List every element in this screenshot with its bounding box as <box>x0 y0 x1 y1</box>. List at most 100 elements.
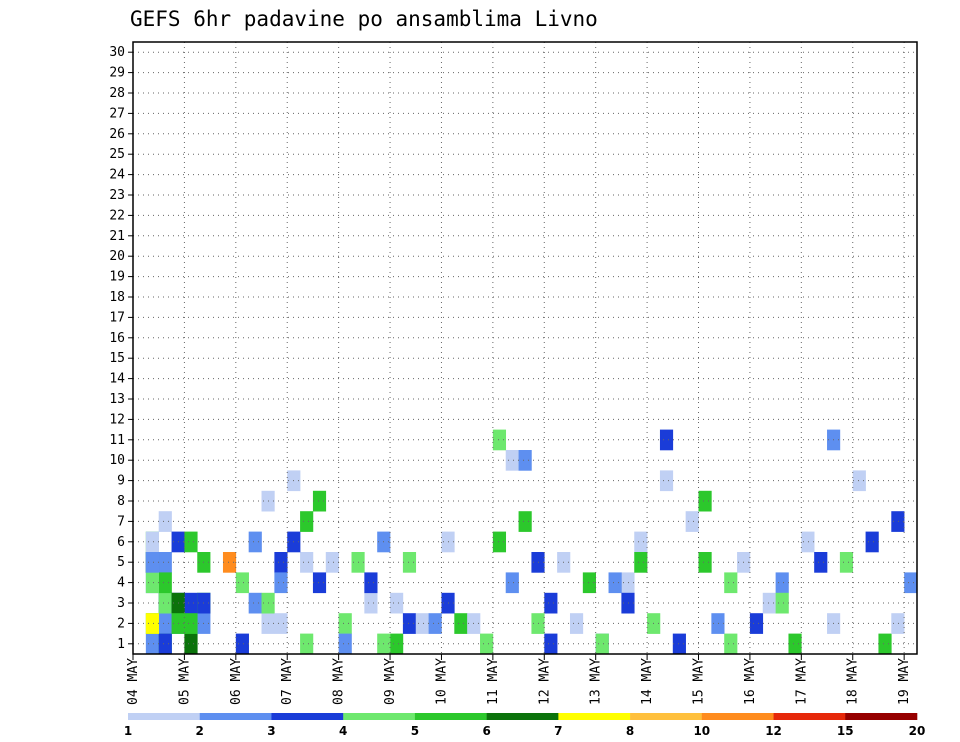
heatmap-cell <box>788 633 802 655</box>
heatmap-cell <box>724 633 738 655</box>
y-tick-label: 8 <box>117 494 125 509</box>
heatmap-cell <box>724 572 738 594</box>
x-tick-label: 15 MAY <box>692 658 707 705</box>
y-tick-label: 24 <box>109 168 125 183</box>
y-tick-label: 28 <box>109 86 125 101</box>
heatmap-cell <box>415 613 429 634</box>
x-tick-label: 13 MAY <box>589 658 604 705</box>
heatmap-cell <box>904 572 918 594</box>
heatmap-cell <box>505 572 519 594</box>
colorbar-label: 1 <box>124 724 132 738</box>
heatmap-cell <box>390 633 404 655</box>
heatmap-cell <box>145 572 160 594</box>
heatmap-cell <box>454 613 468 634</box>
heatmap-cell <box>595 633 609 655</box>
heatmap-cell <box>852 470 866 492</box>
y-tick-label: 29 <box>109 66 125 81</box>
heatmap-cell <box>158 511 172 532</box>
heatmap-cell <box>325 552 339 573</box>
colorbar-legend: 1 2 3 4 5 6 7 8 10 12 15 20 <box>124 713 926 738</box>
x-tick-label: 04 MAY <box>126 658 141 705</box>
heatmap-cell <box>235 572 249 594</box>
heatmap-cell <box>878 633 892 655</box>
heatmap-cell <box>775 572 789 594</box>
heatmap-cell <box>300 552 314 573</box>
y-tick-label: 16 <box>109 331 125 346</box>
heatmap-cell <box>338 613 352 634</box>
heatmap-cell <box>544 592 558 614</box>
heatmap-cell <box>749 613 764 634</box>
colorbar-swatch <box>343 713 416 720</box>
colorbar-swatch <box>558 713 631 720</box>
colorbar-label: 20 <box>909 724 926 738</box>
heatmap-cell <box>839 552 854 573</box>
heatmap-cell <box>775 592 789 614</box>
heatmap-cell <box>621 592 635 614</box>
y-tick-label: 20 <box>109 249 125 264</box>
x-tick-label: 05 MAY <box>177 658 192 705</box>
colorbar-label: 7 <box>554 724 562 738</box>
heatmap-cell <box>659 470 674 492</box>
y-tick-label: 19 <box>109 270 125 285</box>
y-tick-label: 1 <box>117 637 125 652</box>
heatmap-cell <box>659 429 674 451</box>
heatmap-cell <box>608 572 622 594</box>
x-tick-label: 16 MAY <box>743 658 758 705</box>
heatmap-cell <box>582 572 596 594</box>
colorbar-label: 12 <box>765 724 782 738</box>
heatmap-cell <box>248 531 262 553</box>
y-tick-label: 25 <box>109 147 125 162</box>
x-tick-label: 11 MAY <box>486 658 501 705</box>
heatmap-cell <box>634 531 648 553</box>
y-tick-label: 21 <box>109 229 125 244</box>
heatmap-cell <box>158 572 172 594</box>
heatmap-cell <box>364 572 378 594</box>
heatmap-cell <box>544 633 558 655</box>
colorbar-swatch <box>199 713 272 720</box>
heatmap-cell <box>312 572 327 594</box>
heatmap-cell <box>145 552 160 573</box>
heatmap-cell <box>814 552 828 573</box>
x-tick-label: 08 MAY <box>332 658 347 705</box>
x-tick-label: 18 MAY <box>846 658 861 705</box>
y-tick-label: 27 <box>109 106 125 121</box>
y-tick-label: 14 <box>109 372 125 387</box>
heatmap-cell <box>145 613 160 634</box>
heatmap-cell <box>184 531 198 553</box>
y-tick-label: 2 <box>117 616 125 631</box>
heatmap-cell <box>274 613 288 634</box>
y-tick-label: 15 <box>109 351 125 366</box>
x-tick-label: 19 MAY <box>897 658 912 705</box>
heatmap-cell <box>762 592 776 614</box>
plot-frame <box>132 41 918 655</box>
y-tick-label: 22 <box>109 208 125 223</box>
heatmap-cell <box>505 450 519 471</box>
heatmap-cell <box>492 531 507 553</box>
y-tick-label: 6 <box>117 535 125 550</box>
y-tick-label: 23 <box>109 188 125 203</box>
heatmap-cell <box>891 613 905 634</box>
heatmap-cell <box>390 592 404 614</box>
heatmap-cell <box>428 613 442 634</box>
heatmap-cell <box>698 552 712 573</box>
colorbar-swatch <box>271 713 344 720</box>
heatmap-cell <box>184 613 198 634</box>
y-tick-label: 10 <box>109 453 125 468</box>
y-tick-label: 7 <box>117 514 125 529</box>
heatmap-cell <box>184 592 198 614</box>
colorbar-label: 8 <box>626 724 634 738</box>
x-axis-date-ticks: 04 MAY 05 MAY 06 MAY 07 MAY 08 MAY 09 MAY 10 M… <box>126 654 912 705</box>
heatmap-cell <box>518 450 532 471</box>
y-tick-label: 9 <box>117 474 125 489</box>
x-tick-label: 17 MAY <box>794 658 809 705</box>
x-tick-label: 07 MAY <box>280 658 295 705</box>
heatmap-cell <box>145 633 160 655</box>
colorbar-label: 6 <box>482 724 490 738</box>
heatmap-cell <box>158 552 172 573</box>
y-tick-label: 12 <box>109 412 125 427</box>
chart-title: GEFS 6hr padavine po ansamblima Livno <box>130 7 598 31</box>
colorbar-swatch <box>414 713 487 720</box>
colorbar-swatch <box>486 713 559 720</box>
x-tick-label: 12 MAY <box>537 658 552 705</box>
